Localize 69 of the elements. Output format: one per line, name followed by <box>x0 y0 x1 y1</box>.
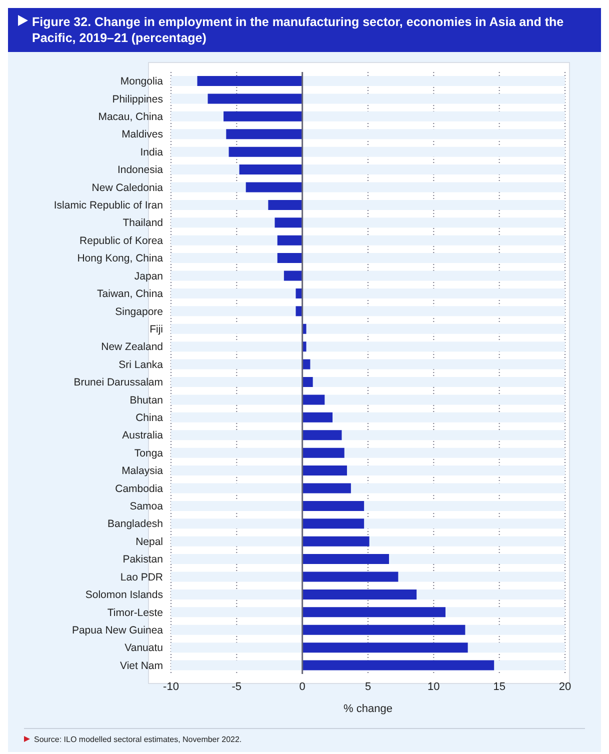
y-tick-label: Taiwan, China <box>97 288 164 300</box>
bar <box>302 377 313 387</box>
bar <box>197 76 302 86</box>
y-tick-label: Bangladesh <box>108 518 164 530</box>
y-tick-label: New Zealand <box>101 341 164 354</box>
y-tick-label: Malaysia <box>122 465 164 478</box>
y-tick-label: Mongolia <box>120 76 164 88</box>
y-tick-label: Republic of Korea <box>80 234 164 247</box>
x-tick-label: 5 <box>364 680 372 693</box>
y-tick-label: Timor-Leste <box>107 606 164 619</box>
y-tick-label: Philippines <box>112 93 163 106</box>
x-tick-label: 10 <box>428 680 440 693</box>
y-tick-label: India <box>140 146 164 158</box>
x-tick-label: 15 <box>493 680 506 693</box>
bar <box>246 182 302 192</box>
bar <box>302 572 398 582</box>
x-tick-label: 0 <box>299 680 306 693</box>
y-tick-label: Macau, China <box>98 110 164 123</box>
y-tick-label: Pakistan <box>122 554 164 566</box>
y-tick-label: Papua New Guinea <box>72 624 164 636</box>
y-tick-label: Japan <box>134 270 164 282</box>
bar <box>277 235 302 246</box>
x-tick-label: 20 <box>558 680 572 693</box>
y-tick-label: Islamic Republic of Iran <box>54 200 164 212</box>
bar <box>302 430 342 440</box>
y-tick-label: Samoa <box>130 500 164 513</box>
bar <box>302 518 364 529</box>
bar <box>284 270 302 281</box>
bar <box>302 500 364 511</box>
y-tick-label: Lao PDR <box>120 571 164 584</box>
y-tick-label: Nepal <box>136 536 163 548</box>
bar <box>302 412 333 422</box>
bar <box>302 466 347 476</box>
x-tick-label: -10 <box>163 680 179 693</box>
bar <box>302 394 325 405</box>
bar <box>224 111 302 122</box>
source-note: Source: ILO modelled sectoral estimates, November 2022. <box>33 735 243 744</box>
y-tick-label: Viet Nam <box>120 660 164 672</box>
bar <box>277 253 302 264</box>
y-tick-label: Brunei Darussalam <box>74 376 164 389</box>
y-tick-label: Thailand <box>122 217 164 230</box>
y-tick-label: Australia <box>122 430 164 442</box>
y-tick-label: Maldives <box>122 128 163 141</box>
bar <box>226 129 302 140</box>
y-tick-label: Fiji <box>150 323 163 336</box>
y-tick-label: Sri Lanka <box>118 358 164 371</box>
bar <box>228 146 302 157</box>
y-tick-label: Vanuatu <box>124 642 164 654</box>
y-tick-label: New Caledonia <box>92 182 164 194</box>
bar <box>302 448 344 458</box>
y-tick-label: Indonesia <box>117 164 164 176</box>
bar <box>302 536 370 546</box>
bar <box>239 164 302 175</box>
x-axis-title: % change <box>344 703 392 715</box>
bar <box>302 589 417 600</box>
bar <box>268 200 302 210</box>
y-tick-label: Solomon Islands <box>85 589 163 602</box>
bar <box>274 218 302 228</box>
y-tick-label: Bhutan <box>130 394 164 406</box>
y-tick-label: Cambodia <box>115 482 164 495</box>
y-tick-label: Singapore <box>115 306 164 318</box>
x-tick-label: -5 <box>232 680 242 693</box>
y-tick-label: Hong Kong, China <box>77 252 164 265</box>
bar <box>302 554 390 564</box>
bar <box>208 94 302 104</box>
chart-title: Figure 32. Change in employment in the manufacturing sector, economies in Asia and the Pacific, 2019–21 (percentage) <box>8 8 601 52</box>
y-tick-label: Tonga <box>134 447 164 460</box>
y-tick-label: China <box>136 412 164 424</box>
bar <box>302 483 351 494</box>
